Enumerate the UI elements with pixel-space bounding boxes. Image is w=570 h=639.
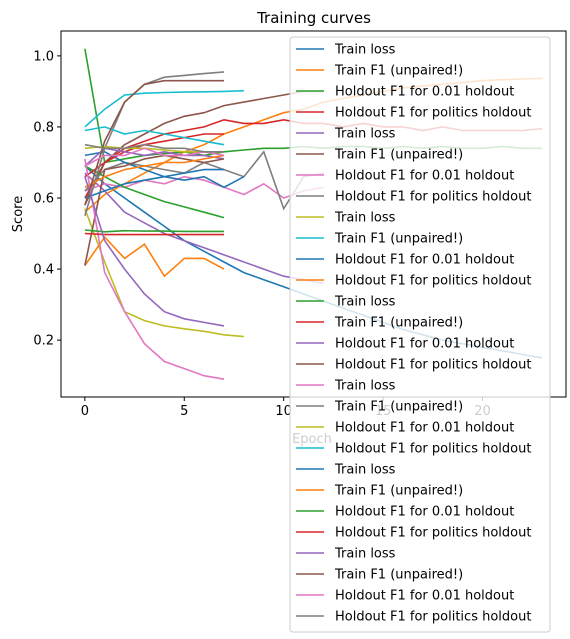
series-line-27 (84, 147, 225, 167)
legend-label: Holdout F1 for 0.01 holdout (335, 337, 514, 352)
series-line-9 (84, 208, 244, 338)
y-tick-label: 0.8 (33, 120, 54, 135)
plot-lines (84, 48, 543, 380)
legend-label: Train F1 (unpaired!) (334, 568, 463, 583)
series-line-14 (84, 133, 224, 178)
legend-label: Holdout F1 for politics holdout (335, 274, 531, 289)
legend-label: Train F1 (unpaired!) (334, 64, 463, 79)
series-line-25 (84, 176, 225, 327)
legend-label: Train loss (334, 127, 396, 142)
x-tick-label: 5 (180, 404, 188, 419)
chart-title: Training curves (256, 9, 371, 27)
y-tick-label: 0.4 (33, 263, 54, 278)
legend-label: Holdout F1 for politics holdout (335, 610, 531, 625)
series-line-23 (84, 229, 224, 233)
x-tick-label: 0 (81, 404, 89, 419)
legend-label: Holdout F1 for 0.01 holdout (335, 505, 514, 520)
legend: Train loss Train F1 (unpaired!) Holdout F1… (289, 36, 551, 633)
series-line-16 (84, 154, 225, 266)
legend-box (289, 36, 551, 633)
legend-label: Train F1 (unpaired!) (334, 484, 463, 499)
legend-label: Holdout F1 for 0.01 holdout (335, 169, 514, 184)
y-tick-label: 1.0 (33, 49, 54, 64)
series-line-18 (84, 71, 225, 217)
legend-label: Train loss (334, 295, 396, 310)
y-tick-label: 0.6 (33, 192, 54, 207)
legend-label: Train F1 (unpaired!) (334, 232, 463, 247)
legend-label: Holdout F1 for politics holdout (335, 526, 531, 541)
series-line-13 (84, 165, 225, 219)
legend-label: Train F1 (unpaired!) (334, 316, 463, 331)
legend-label: Holdout F1 for 0.01 holdout (335, 421, 514, 436)
legend-label: Train F1 (unpaired!) (334, 400, 463, 415)
series-line-20 (84, 126, 225, 146)
legend-label: Train loss (334, 547, 396, 562)
series-line-12 (84, 235, 225, 278)
legend-label: Holdout F1 for 0.01 holdout (335, 253, 514, 268)
legend-label: Train F1 (unpaired!) (334, 148, 463, 163)
legend-label: Train loss (334, 211, 396, 226)
legend-label: Holdout F1 for politics holdout (335, 106, 531, 121)
legend-label: Holdout F1 for 0.01 holdout (335, 589, 514, 604)
legend-label: Holdout F1 for politics holdout (335, 190, 531, 205)
legend-label: Train loss (334, 463, 396, 478)
series-line-6 (84, 90, 324, 206)
series-line-22 (84, 154, 225, 189)
legend-label: Holdout F1 for politics holdout (335, 358, 531, 373)
series-line-26 (84, 79, 224, 206)
series-line-24 (84, 232, 224, 236)
y-axis-title: Score (11, 196, 26, 232)
legend-label: Train loss (334, 379, 396, 394)
series-line-10 (84, 89, 244, 128)
series-line-28 (84, 143, 224, 153)
legend-items: Train loss Train F1 (unpaired!) Holdout F1… (296, 43, 531, 625)
x-tick-label: 10 (275, 404, 292, 419)
legend-label: Holdout F1 for politics holdout (335, 442, 531, 457)
legend-label: Holdout F1 for 0.01 holdout (335, 85, 514, 100)
legend-label: Train loss (334, 43, 396, 58)
series-line-21 (84, 168, 224, 199)
series-line-5 (84, 172, 324, 285)
series-line-17 (84, 158, 225, 380)
y-tick-label: 0.2 (33, 334, 54, 349)
